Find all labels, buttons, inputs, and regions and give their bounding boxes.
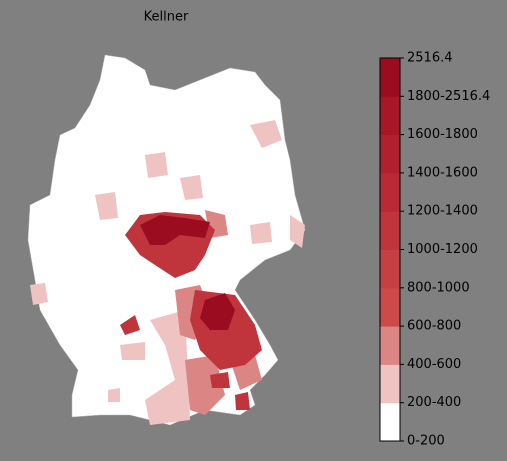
colorbar-segment <box>380 211 400 250</box>
colorbar-label: 200-400 <box>407 395 461 410</box>
map-title: Kellner <box>144 10 189 25</box>
colorbar-label: 1400-1600 <box>407 165 478 180</box>
germany-map <box>27 54 306 426</box>
colorbar-label: 1800-2516.4 <box>407 89 490 104</box>
colorbar-label: 800-1000 <box>407 280 470 295</box>
colorbar-segment <box>380 58 400 97</box>
colorbar-label: 0-200 <box>407 434 445 449</box>
colorbar-label: 1000-1200 <box>407 242 478 257</box>
colorbar-segment <box>380 364 400 404</box>
colorbar-segment <box>380 134 400 174</box>
colorbar-segment <box>380 249 400 289</box>
colorbar-segment <box>380 326 400 365</box>
region-dark <box>140 215 235 330</box>
colorbar-segment <box>380 402 400 442</box>
colorbar-label: 1600-1800 <box>407 127 478 142</box>
colorbar-label: 400-600 <box>407 357 461 372</box>
colorbar-label: 2516.4 <box>407 51 453 66</box>
region-red <box>120 212 262 410</box>
region-light <box>30 120 305 425</box>
colorbar: 0-200 200-400 400-600 600-800 800-1000 1000-1… <box>379 51 490 449</box>
colorbar-segment <box>380 172 400 212</box>
colorbar-segment <box>380 96 400 136</box>
colorbar-label: 600-800 <box>407 319 461 334</box>
colorbar-label: 1200-1400 <box>407 204 478 219</box>
colorbar-segment <box>380 287 400 327</box>
